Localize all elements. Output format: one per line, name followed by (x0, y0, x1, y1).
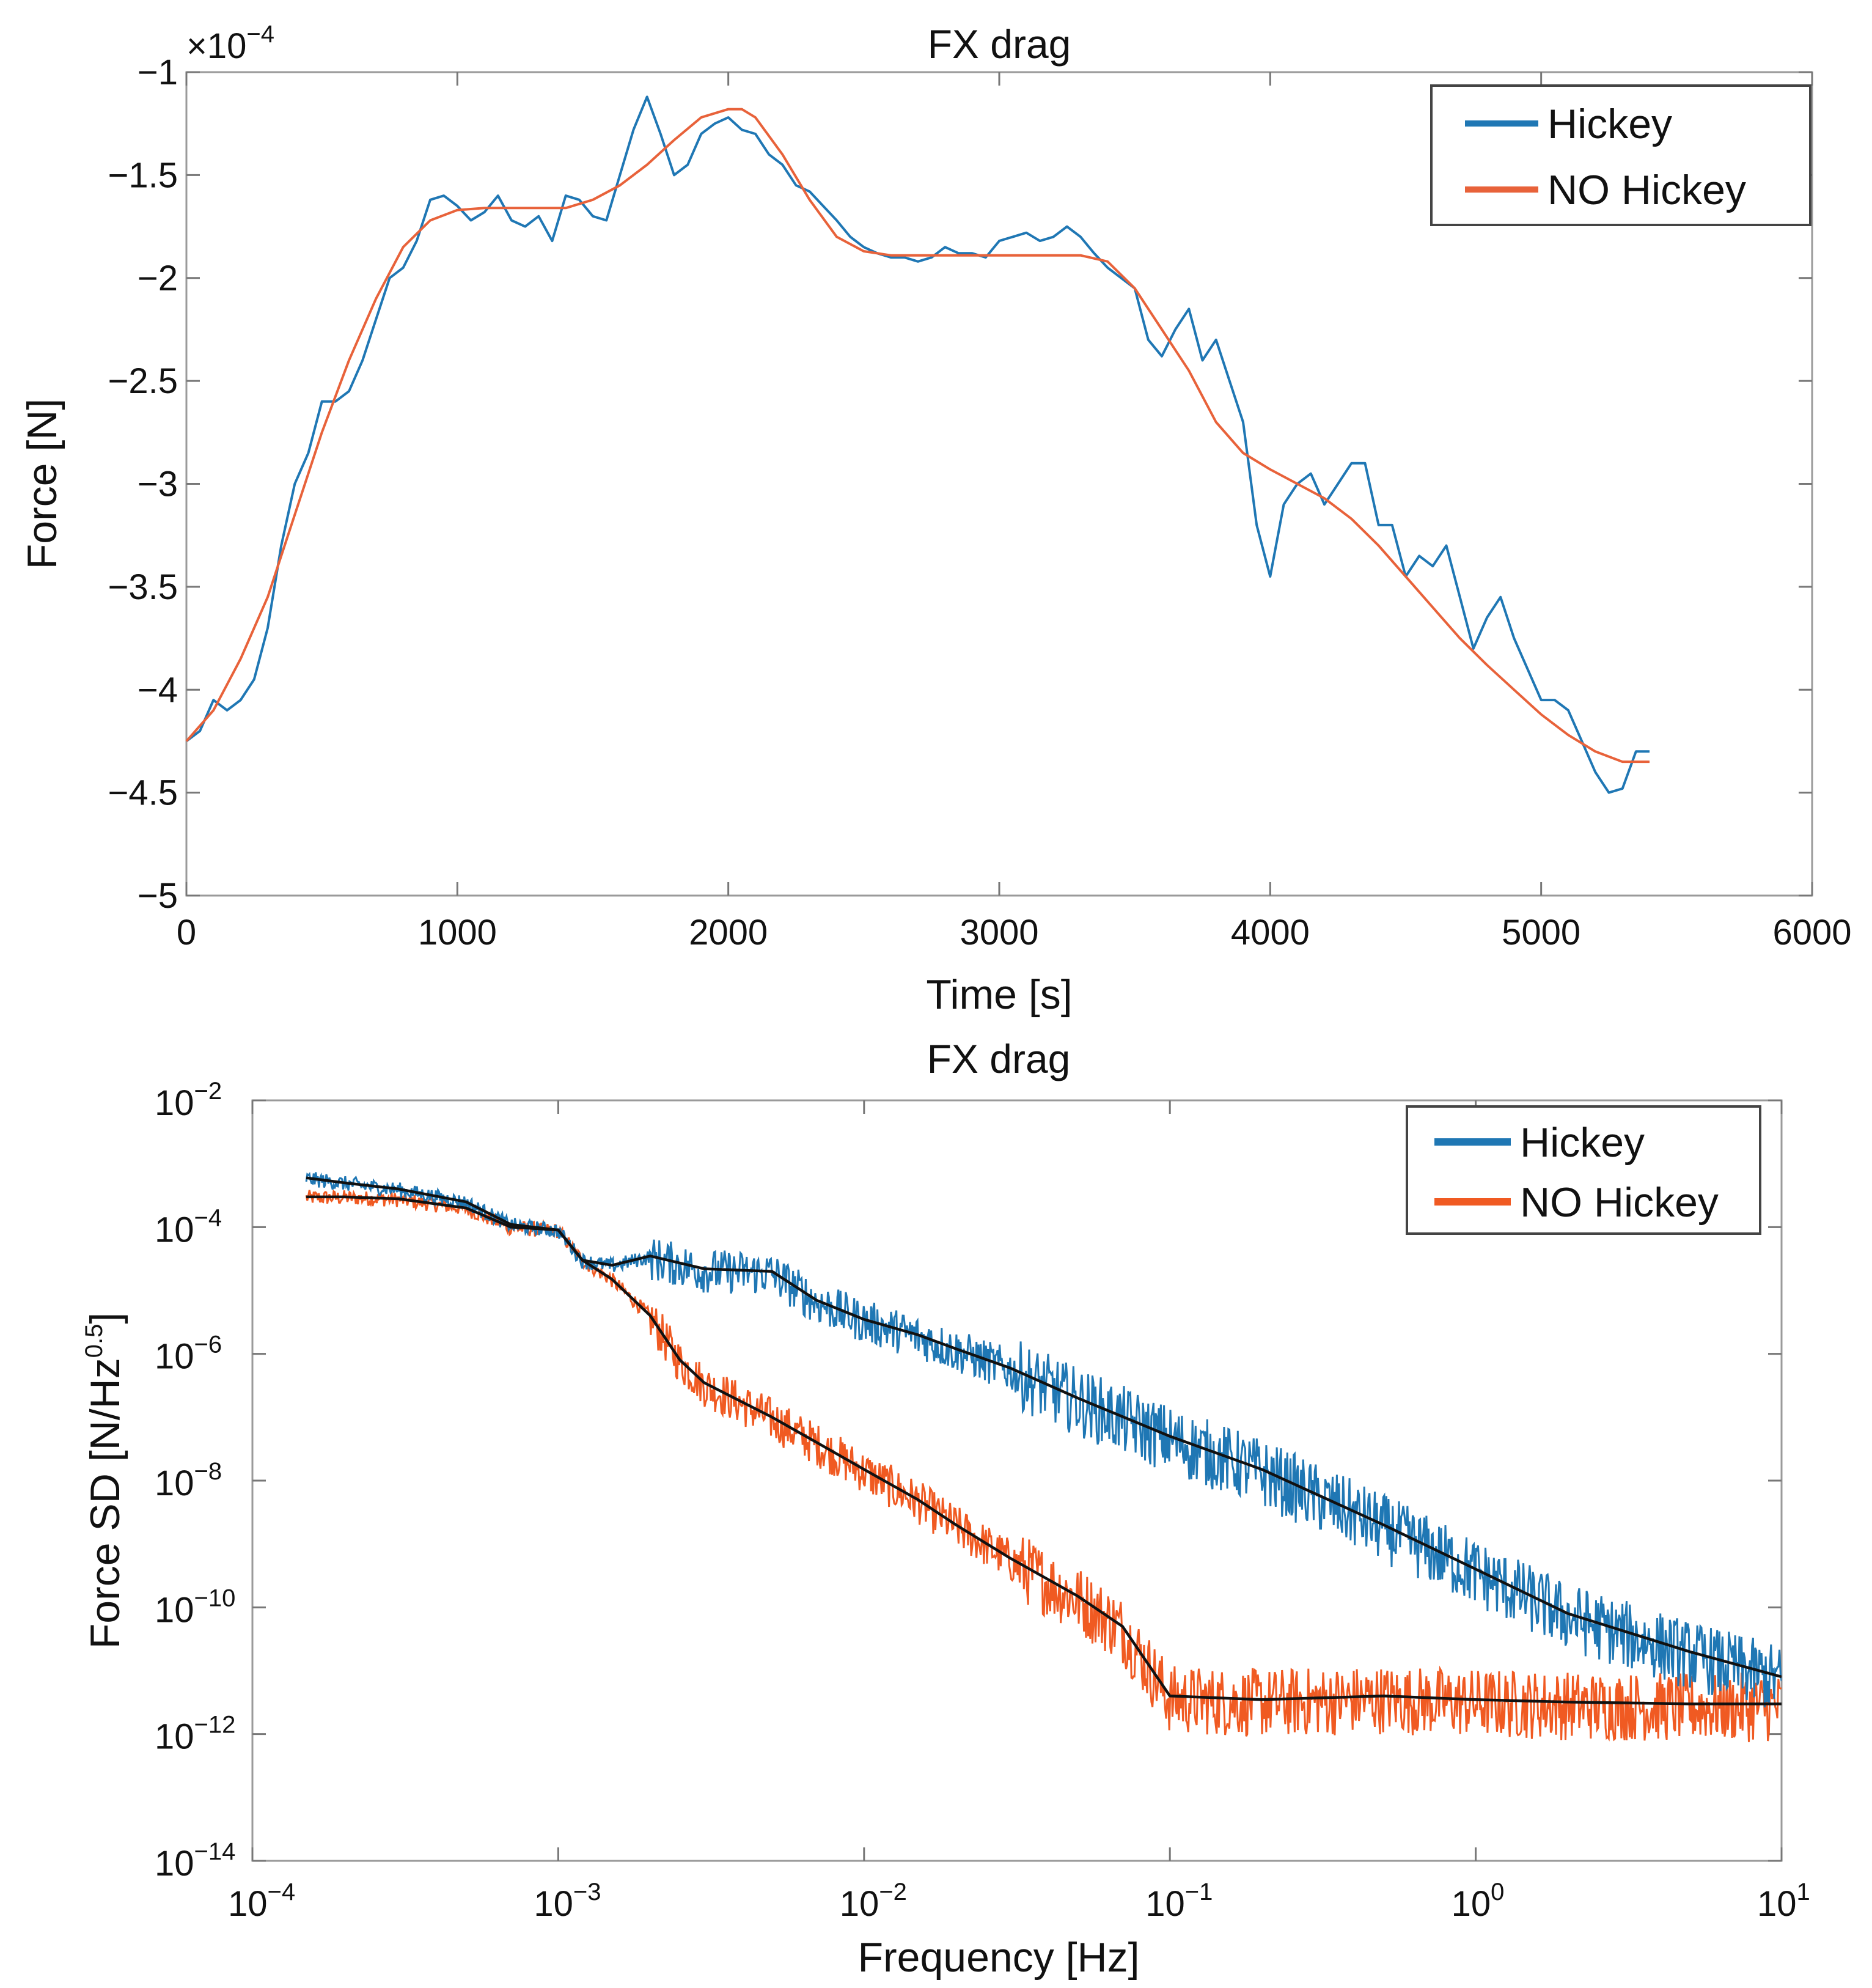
x-tick-label: 5000 (1502, 913, 1580, 952)
y-tick-label: −5 (138, 876, 178, 916)
y-tick-label: 10−12 (155, 1712, 235, 1757)
legend-box (1406, 1105, 1761, 1235)
y-tick-label: 10−14 (155, 1838, 235, 1883)
y-multiplier: ×10−4 (186, 21, 274, 66)
x-axis-title: Time [s] (926, 971, 1072, 1018)
y-tick-label: 10−6 (155, 1331, 222, 1377)
chart-time-force: 0 1000 2000 3000 4000 5000 6000 −1 −1.5 −2 −2.5 −3 −… (19, 21, 1852, 1018)
y-tick-label: −2.5 (108, 361, 178, 401)
legend-label: Hickey (1520, 1119, 1645, 1166)
x-tick-label: 100 (1452, 1879, 1505, 1924)
x-tick-label: 1000 (418, 913, 497, 952)
legend-label: Hickey (1547, 101, 1672, 147)
x-tick-label: 101 (1757, 1879, 1810, 1924)
chart-title: FX drag (927, 1036, 1071, 1081)
legend-label: NO Hickey (1547, 167, 1746, 213)
y-axis-title: Force SD [N/Hz0.5] (81, 1312, 128, 1649)
y-tick-label: 10−4 (155, 1204, 222, 1250)
y-tick-label: −2 (138, 259, 178, 298)
y-tick-label: −4 (138, 670, 178, 710)
x-tick-label: 10−2 (840, 1879, 907, 1924)
series-noise-hickey (305, 1172, 1782, 1707)
y-tick-label: −1 (138, 53, 178, 92)
x-tick-label: 0 (177, 913, 196, 952)
x-tick-label: 10−3 (534, 1879, 601, 1924)
x-axis-title: Frequency [Hz] (857, 1934, 1139, 1981)
y-tick-label: −4.5 (108, 773, 178, 813)
series-mean-hickey (306, 1176, 1782, 1679)
y-tick-label: −3 (138, 465, 178, 504)
x-tick-label: 2000 (689, 913, 768, 952)
y-tick-label: −3.5 (108, 567, 178, 607)
x-tick-label: 6000 (1772, 913, 1851, 952)
y-tick-label: −1.5 (108, 155, 178, 195)
legend-box (1430, 84, 1811, 226)
legend-label: NO Hickey (1520, 1179, 1719, 1226)
series-line-no-hickey (185, 108, 1650, 764)
series-mean-no-hickey (306, 1195, 1782, 1706)
x-tick-label: 10−1 (1145, 1879, 1213, 1924)
y-tick-label: 10−10 (155, 1585, 235, 1630)
y-tick-label: 10−2 (155, 1078, 222, 1123)
y-tick-label: 10−8 (155, 1458, 222, 1503)
chart-frequency-psd: 10−4 10−3 10−2 10−1 100 101 10−2 10−4 10−6 10−8 10… (81, 1036, 1810, 1981)
x-tick-label: 4000 (1231, 913, 1310, 952)
x-tick-label: 3000 (960, 913, 1038, 952)
chart-title: FX drag (928, 21, 1071, 67)
y-axis-title: Force [N] (19, 399, 65, 570)
x-tick-label: 10−4 (228, 1879, 295, 1924)
